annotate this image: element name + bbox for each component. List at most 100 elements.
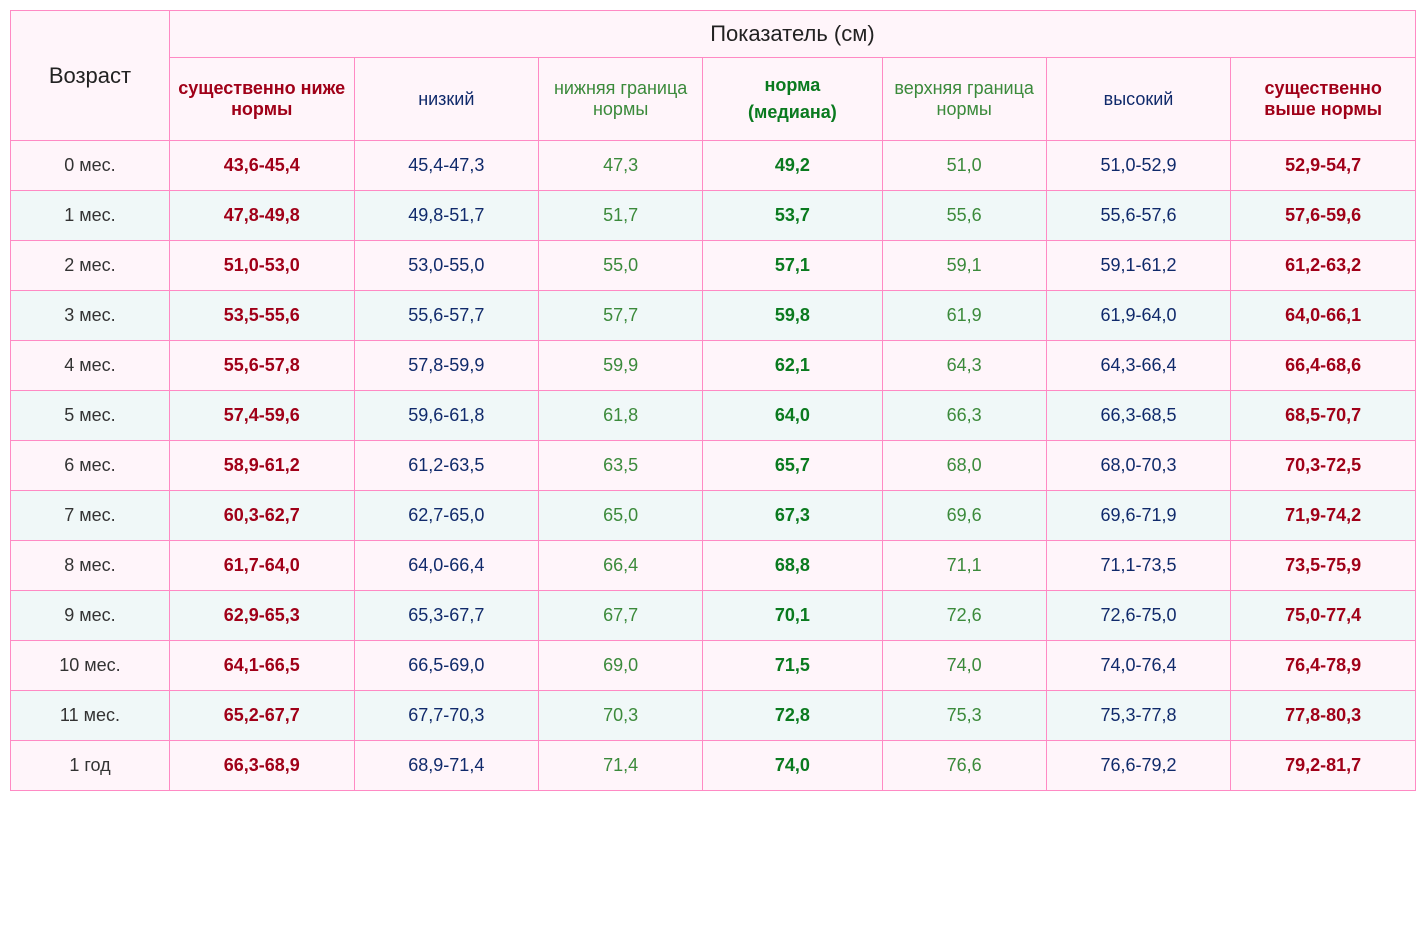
- cell-value: 71,9-74,2: [1231, 491, 1416, 541]
- cell-value: 57,8-59,9: [354, 341, 539, 391]
- cell-value: 53,5-55,6: [169, 291, 354, 341]
- table-row: 3 мес.53,5-55,655,6-57,757,759,861,961,9…: [11, 291, 1416, 341]
- cell-value: 64,3-66,4: [1046, 341, 1231, 391]
- cell-value: 64,0-66,4: [354, 541, 539, 591]
- cell-age: 6 мес.: [11, 441, 170, 491]
- cell-value: 66,3: [882, 391, 1046, 441]
- header-col-lower-norm: нижняя граница нормы: [539, 58, 703, 141]
- table-row: 7 мес.60,3-62,762,7-65,065,067,369,669,6…: [11, 491, 1416, 541]
- cell-value: 45,4-47,3: [354, 141, 539, 191]
- cell-value: 51,0: [882, 141, 1046, 191]
- cell-value: 55,0: [539, 241, 703, 291]
- cell-age: 4 мес.: [11, 341, 170, 391]
- cell-value: 71,1-73,5: [1046, 541, 1231, 591]
- cell-value: 70,3-72,5: [1231, 441, 1416, 491]
- cell-value: 68,0: [882, 441, 1046, 491]
- cell-value: 72,8: [703, 691, 882, 741]
- cell-value: 59,8: [703, 291, 882, 341]
- cell-value: 57,1: [703, 241, 882, 291]
- cell-value: 63,5: [539, 441, 703, 491]
- table-row: 9 мес.62,9-65,365,3-67,767,770,172,672,6…: [11, 591, 1416, 641]
- cell-value: 57,7: [539, 291, 703, 341]
- cell-value: 74,0-76,4: [1046, 641, 1231, 691]
- cell-value: 66,4-68,6: [1231, 341, 1416, 391]
- cell-value: 51,7: [539, 191, 703, 241]
- cell-value: 59,6-61,8: [354, 391, 539, 441]
- cell-value: 47,3: [539, 141, 703, 191]
- cell-age: 7 мес.: [11, 491, 170, 541]
- table-row: 0 мес.43,6-45,445,4-47,347,349,251,051,0…: [11, 141, 1416, 191]
- cell-value: 77,8-80,3: [1231, 691, 1416, 741]
- cell-value: 65,7: [703, 441, 882, 491]
- cell-value: 55,6-57,6: [1046, 191, 1231, 241]
- table-row: 2 мес.51,0-53,053,0-55,055,057,159,159,1…: [11, 241, 1416, 291]
- cell-value: 49,8-51,7: [354, 191, 539, 241]
- cell-value: 76,6-79,2: [1046, 741, 1231, 791]
- cell-value: 61,2-63,5: [354, 441, 539, 491]
- cell-age: 9 мес.: [11, 591, 170, 641]
- cell-value: 68,0-70,3: [1046, 441, 1231, 491]
- cell-value: 55,6: [882, 191, 1046, 241]
- table-row: 4 мес.55,6-57,857,8-59,959,962,164,364,3…: [11, 341, 1416, 391]
- cell-value: 64,0-66,1: [1231, 291, 1416, 341]
- cell-value: 76,4-78,9: [1231, 641, 1416, 691]
- growth-table: Возраст Показатель (см) существенно ниже…: [10, 10, 1416, 791]
- cell-value: 57,4-59,6: [169, 391, 354, 441]
- header-col-much-below: существенно ниже нормы: [169, 58, 354, 141]
- cell-value: 62,7-65,0: [354, 491, 539, 541]
- cell-value: 61,2-63,2: [1231, 241, 1416, 291]
- cell-value: 64,0: [703, 391, 882, 441]
- cell-value: 72,6-75,0: [1046, 591, 1231, 641]
- cell-age: 3 мес.: [11, 291, 170, 341]
- header-metric: Показатель (см): [169, 11, 1415, 58]
- cell-value: 51,0-53,0: [169, 241, 354, 291]
- cell-value: 59,9: [539, 341, 703, 391]
- header-col-norm: норма (медиана): [703, 58, 882, 141]
- header-col-much-above: существенно выше нормы: [1231, 58, 1416, 141]
- cell-value: 53,0-55,0: [354, 241, 539, 291]
- cell-value: 60,3-62,7: [169, 491, 354, 541]
- table-row: 1 мес.47,8-49,849,8-51,751,753,755,655,6…: [11, 191, 1416, 241]
- cell-value: 67,7: [539, 591, 703, 641]
- cell-age: 8 мес.: [11, 541, 170, 591]
- cell-value: 57,6-59,6: [1231, 191, 1416, 241]
- cell-value: 75,3: [882, 691, 1046, 741]
- cell-age: 1 год: [11, 741, 170, 791]
- cell-value: 75,0-77,4: [1231, 591, 1416, 641]
- cell-value: 69,6-71,9: [1046, 491, 1231, 541]
- cell-value: 59,1-61,2: [1046, 241, 1231, 291]
- cell-value: 72,6: [882, 591, 1046, 641]
- cell-value: 68,5-70,7: [1231, 391, 1416, 441]
- header-age: Возраст: [11, 11, 170, 141]
- table-row: 5 мес.57,4-59,659,6-61,861,864,066,366,3…: [11, 391, 1416, 441]
- cell-value: 55,6-57,7: [354, 291, 539, 341]
- header-col-low: низкий: [354, 58, 539, 141]
- cell-value: 51,0-52,9: [1046, 141, 1231, 191]
- cell-value: 53,7: [703, 191, 882, 241]
- cell-value: 58,9-61,2: [169, 441, 354, 491]
- cell-value: 71,1: [882, 541, 1046, 591]
- cell-value: 71,4: [539, 741, 703, 791]
- cell-age: 5 мес.: [11, 391, 170, 441]
- cell-value: 67,3: [703, 491, 882, 541]
- cell-value: 73,5-75,9: [1231, 541, 1416, 591]
- cell-value: 74,0: [882, 641, 1046, 691]
- cell-value: 69,6: [882, 491, 1046, 541]
- cell-value: 64,1-66,5: [169, 641, 354, 691]
- cell-value: 62,1: [703, 341, 882, 391]
- cell-value: 61,7-64,0: [169, 541, 354, 591]
- cell-value: 68,9-71,4: [354, 741, 539, 791]
- table-row: 1 год66,3-68,968,9-71,471,474,076,676,6-…: [11, 741, 1416, 791]
- header-col-norm-line1: норма: [711, 72, 873, 99]
- cell-age: 1 мес.: [11, 191, 170, 241]
- table-row: 8 мес.61,7-64,064,0-66,466,468,871,171,1…: [11, 541, 1416, 591]
- header-col-norm-line2: (медиана): [711, 99, 873, 126]
- cell-value: 66,4: [539, 541, 703, 591]
- cell-value: 55,6-57,8: [169, 341, 354, 391]
- table-row: 11 мес.65,2-67,767,7-70,370,372,875,375,…: [11, 691, 1416, 741]
- cell-value: 66,5-69,0: [354, 641, 539, 691]
- cell-value: 79,2-81,7: [1231, 741, 1416, 791]
- cell-value: 61,9-64,0: [1046, 291, 1231, 341]
- cell-value: 47,8-49,8: [169, 191, 354, 241]
- cell-value: 65,3-67,7: [354, 591, 539, 641]
